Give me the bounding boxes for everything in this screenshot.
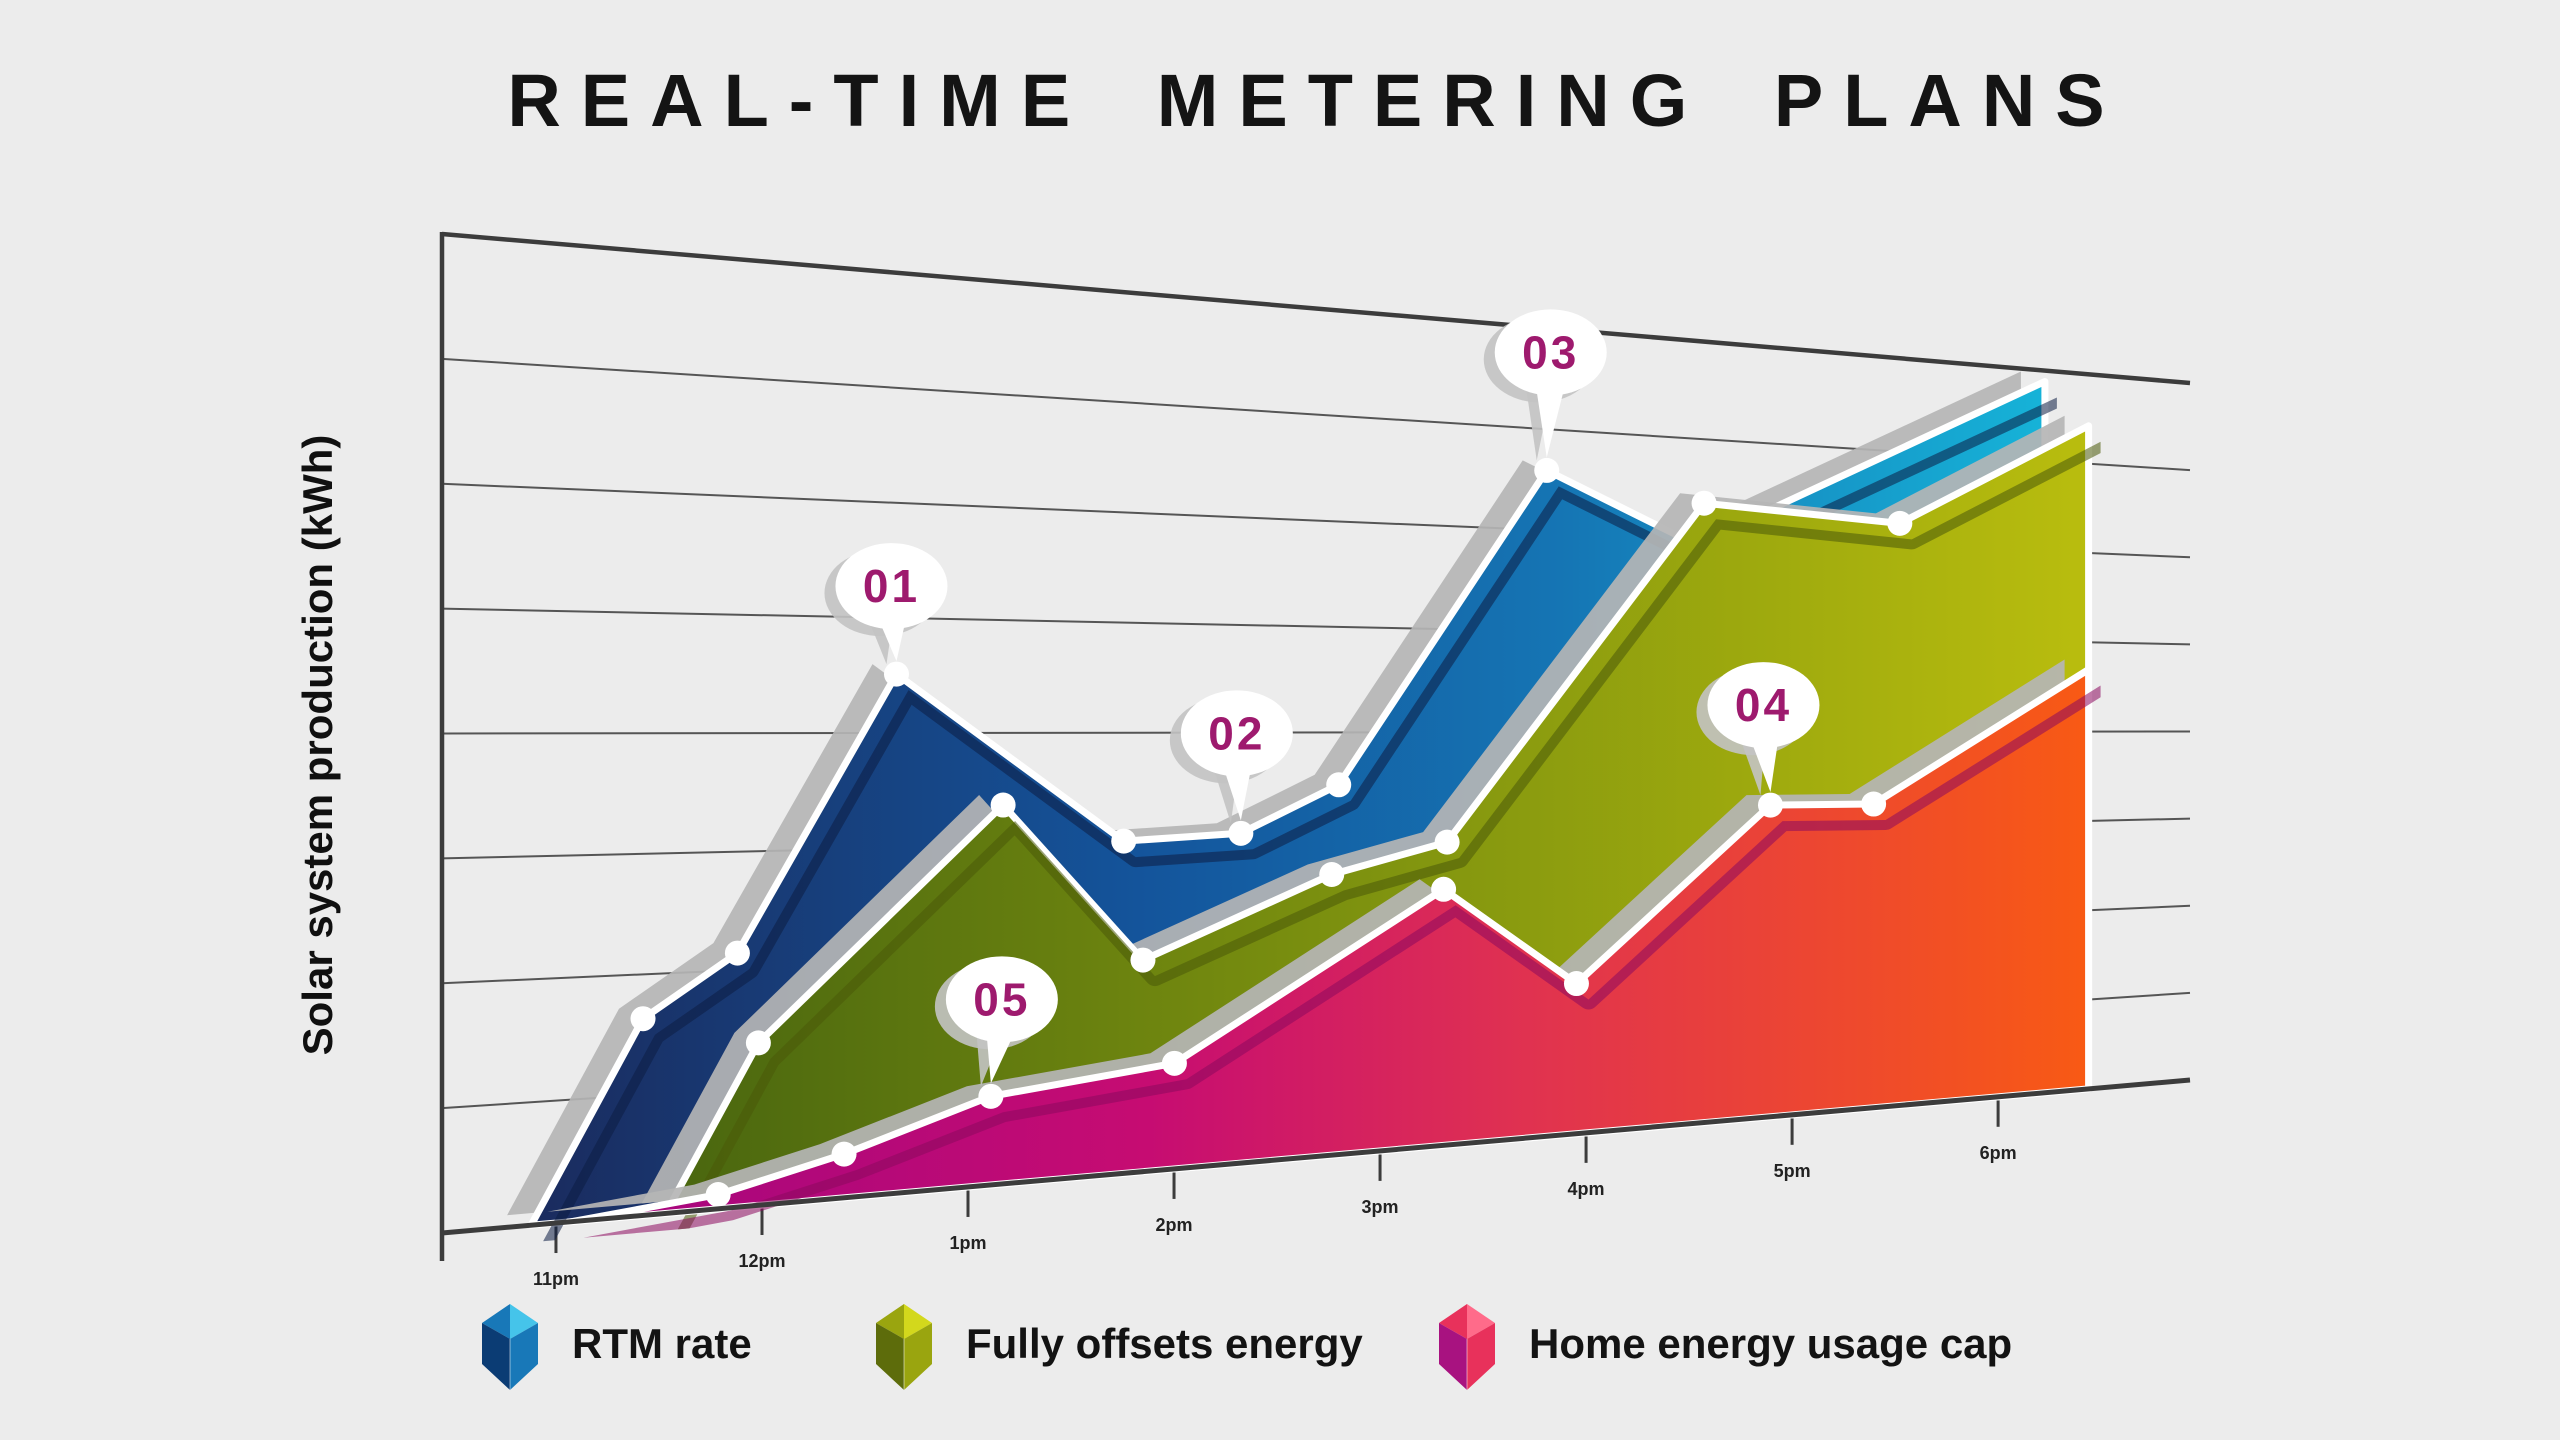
page-title: REAL-TIME METERING PLANS xyxy=(507,59,2125,142)
data-point-dot xyxy=(883,661,909,687)
data-point-dot xyxy=(724,940,750,966)
series-dots xyxy=(705,791,1887,1208)
data-point-dot xyxy=(1434,829,1460,855)
data-point-dot xyxy=(705,1182,731,1208)
data-point-dot xyxy=(1228,820,1254,846)
callout-01: 01 xyxy=(824,543,948,665)
series-area xyxy=(567,666,2093,1226)
data-point-dot xyxy=(1757,792,1783,818)
callout-bubble xyxy=(1494,309,1607,396)
data-point-dot xyxy=(990,792,1016,818)
tick-label: 2pm xyxy=(1156,1215,1193,1235)
legend-label: Fully offsets energy xyxy=(966,1320,1363,1367)
legend-item-rtm-rate: RTM rate xyxy=(478,1296,752,1392)
callout-number: 02 xyxy=(1208,707,1265,759)
legend-label: Home energy usage cap xyxy=(1529,1320,2013,1367)
series-dots xyxy=(745,490,1913,1056)
x-axis-ticks: 11pm 12pm 1pm 2pm 3pm 4pm 5pm 6pm xyxy=(533,1098,2017,1289)
tick-label: 4pm xyxy=(1568,1179,1605,1199)
data-point-dot xyxy=(1319,861,1345,887)
data-point-dot xyxy=(1130,947,1156,973)
tick-label: 1pm xyxy=(950,1233,987,1253)
series-dots xyxy=(630,457,1560,1032)
callout-02: 02 xyxy=(1169,690,1293,824)
data-point-dot xyxy=(1111,828,1137,854)
fully-offsets-energy-gem-icon xyxy=(876,1304,932,1390)
callout-04: 04 xyxy=(1696,662,1820,796)
home-energy-usage-cap-gem-icon xyxy=(1439,1304,1495,1390)
data-point-dot xyxy=(1161,1050,1187,1076)
callout-tail xyxy=(1534,378,1567,458)
data-point-dot xyxy=(1887,510,1913,536)
callout-number: 04 xyxy=(1735,679,1792,731)
data-point-dot xyxy=(1326,772,1352,798)
data-point-dot xyxy=(1563,971,1589,997)
x-axis-line xyxy=(441,1077,2191,1236)
legend-item-fully-offsets-energy: Fully offsets energy xyxy=(872,1296,1363,1392)
tick-label: 12pm xyxy=(738,1251,785,1271)
callout-05: 05 xyxy=(934,956,1058,1087)
callout-number: 05 xyxy=(973,973,1030,1025)
data-point-dot xyxy=(745,1030,771,1056)
data-point-dot xyxy=(1861,791,1887,817)
callout-bubble xyxy=(945,956,1058,1043)
tick-label: 3pm xyxy=(1362,1197,1399,1217)
tick-label: 6pm xyxy=(1980,1143,2017,1163)
callout-number: 01 xyxy=(863,560,920,612)
data-point-dot xyxy=(1691,490,1717,516)
data-point-dot xyxy=(1534,457,1560,483)
data-point-dot xyxy=(831,1141,857,1167)
legend-item-home-energy-usage-cap: Home energy usage cap xyxy=(1435,1296,2012,1392)
data-point-dot xyxy=(978,1083,1004,1109)
legend-label: RTM rate xyxy=(572,1320,752,1367)
callout-bubble xyxy=(1707,662,1820,749)
callout-bubble xyxy=(835,543,948,630)
data-point-dot xyxy=(1431,876,1457,902)
data-point-dot xyxy=(630,1006,656,1032)
tick-label: 5pm xyxy=(1774,1161,1811,1181)
callout-bubble xyxy=(1180,690,1293,777)
callout-03: 03 xyxy=(1483,309,1607,461)
callout-number: 03 xyxy=(1522,326,1579,378)
rtm-rate-gem-icon xyxy=(482,1304,538,1390)
top-frame-line xyxy=(441,231,2191,386)
tick-label: 11pm xyxy=(533,1269,579,1289)
series-home-energy-usage-cap xyxy=(547,659,2101,1238)
